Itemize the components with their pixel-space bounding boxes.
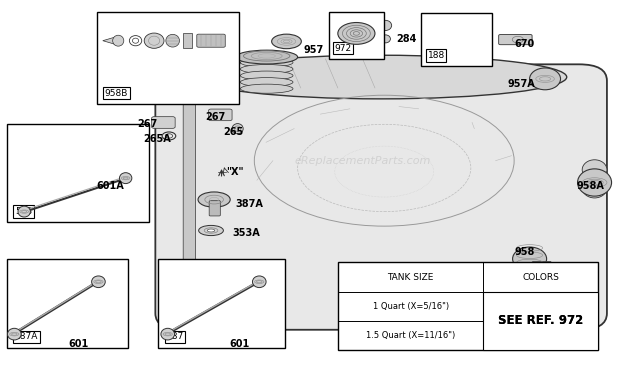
Ellipse shape [236,50,298,64]
Text: 670: 670 [514,39,534,49]
Text: 353A: 353A [232,228,260,238]
Text: 957A: 957A [508,79,536,89]
Bar [484,292,598,350]
Ellipse shape [252,276,266,288]
Polygon shape [183,55,195,314]
Bar [97,12,239,104]
Text: 267: 267 [205,112,225,122]
Ellipse shape [161,328,174,340]
Ellipse shape [120,173,132,184]
Text: 1.5 Quart (X=11/16"): 1.5 Quart (X=11/16") [366,331,455,340]
Ellipse shape [529,68,560,90]
Text: 387A: 387A [236,199,264,209]
Ellipse shape [195,55,567,99]
Ellipse shape [241,58,293,67]
Bar [159,259,285,348]
Bar [329,12,384,59]
Text: 528: 528 [15,207,32,216]
Ellipse shape [113,35,124,46]
Ellipse shape [166,34,179,47]
Ellipse shape [379,20,392,31]
Ellipse shape [198,192,230,207]
Text: 972: 972 [335,44,352,53]
Text: SEE REF. 972: SEE REF. 972 [498,314,583,327]
Text: 187A: 187A [15,333,38,341]
FancyBboxPatch shape [156,64,607,330]
FancyBboxPatch shape [498,35,532,45]
Ellipse shape [241,71,293,80]
Text: 265: 265 [223,127,244,137]
Ellipse shape [92,276,105,288]
Text: 187: 187 [167,333,184,341]
Ellipse shape [241,65,293,74]
Text: 284: 284 [397,34,417,44]
Text: 601A: 601A [97,181,125,191]
Ellipse shape [232,124,243,134]
FancyBboxPatch shape [532,261,551,278]
Text: 958B: 958B [105,89,128,98]
FancyBboxPatch shape [208,109,232,121]
Text: 958A: 958A [576,181,604,191]
Text: 957: 957 [304,45,324,55]
Bar [338,262,598,350]
Ellipse shape [207,229,215,232]
FancyBboxPatch shape [432,47,472,57]
Bar [422,14,492,66]
Bar [7,259,128,348]
Ellipse shape [7,328,21,340]
Ellipse shape [462,39,479,50]
Ellipse shape [198,226,223,235]
Ellipse shape [578,169,611,196]
Ellipse shape [381,35,391,43]
Text: 601: 601 [229,339,250,349]
FancyBboxPatch shape [197,34,225,47]
Text: 1 Quart (X=5/16"): 1 Quart (X=5/16") [373,301,449,311]
FancyBboxPatch shape [209,201,220,216]
Ellipse shape [582,178,607,198]
Text: SEE REF. 972: SEE REF. 972 [498,315,583,327]
Polygon shape [183,34,192,48]
Ellipse shape [241,78,293,87]
Polygon shape [103,37,115,44]
Text: 958: 958 [514,247,534,257]
Text: COLORS: COLORS [522,273,559,281]
Ellipse shape [144,33,164,48]
Ellipse shape [582,160,607,180]
Text: eReplacementParts.com: eReplacementParts.com [294,156,431,166]
Ellipse shape [582,169,607,189]
Ellipse shape [241,84,293,93]
Bar [7,124,149,223]
Text: 267: 267 [137,119,157,129]
Ellipse shape [18,206,30,217]
Ellipse shape [338,23,375,44]
Text: TANK SIZE: TANK SIZE [388,273,434,281]
Text: 601: 601 [69,339,89,349]
Ellipse shape [272,34,301,49]
FancyBboxPatch shape [152,117,175,128]
Ellipse shape [513,247,547,271]
Text: "X": "X" [226,166,244,177]
Text: 265A: 265A [143,134,170,144]
Text: 188: 188 [428,51,445,60]
